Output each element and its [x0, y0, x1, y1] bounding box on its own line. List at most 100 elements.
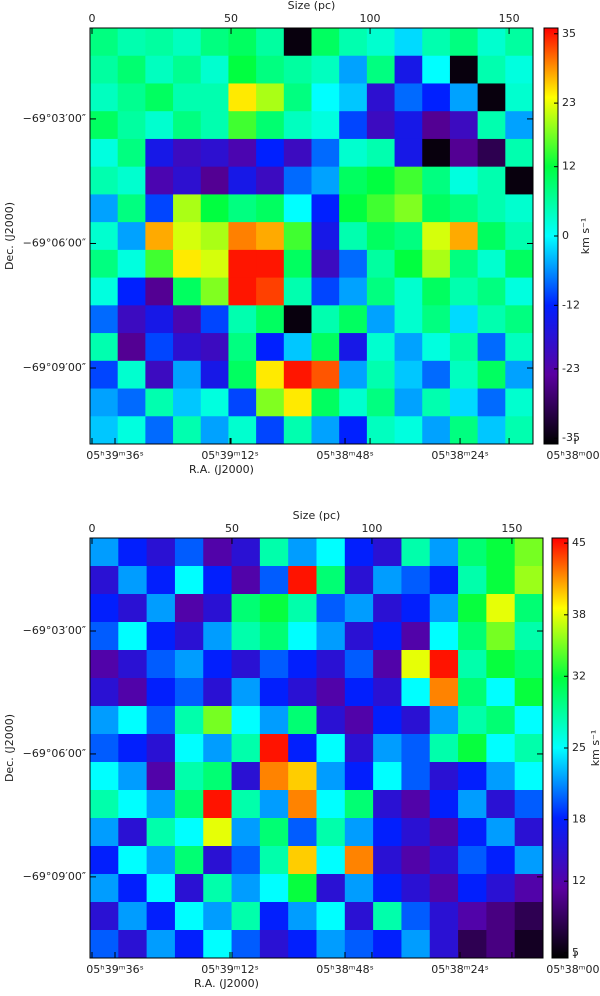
cell	[90, 846, 119, 875]
cell	[429, 678, 459, 707]
cell	[394, 249, 423, 279]
cell	[401, 818, 431, 847]
cell	[146, 566, 176, 595]
cell	[344, 790, 374, 819]
cell	[203, 930, 233, 959]
cell	[373, 734, 402, 763]
cell	[231, 650, 261, 679]
cell	[288, 874, 317, 903]
cell	[283, 360, 312, 390]
cell	[145, 222, 174, 251]
cell	[394, 111, 423, 140]
cell	[259, 622, 289, 651]
cell	[422, 138, 451, 168]
cell	[145, 333, 174, 362]
cell	[173, 28, 202, 57]
cell	[90, 650, 119, 679]
cell	[256, 222, 285, 251]
cell	[477, 333, 506, 362]
cell	[228, 277, 257, 306]
cell	[458, 734, 487, 763]
cell	[203, 566, 233, 595]
cell	[339, 249, 368, 279]
cell	[90, 249, 119, 279]
cell	[259, 678, 289, 707]
cell	[458, 622, 487, 651]
cell	[514, 678, 544, 707]
cell	[486, 874, 516, 903]
cell	[90, 874, 119, 903]
cell	[366, 360, 396, 390]
cell	[259, 566, 289, 595]
cell	[449, 138, 479, 168]
cell	[429, 622, 459, 651]
cell	[429, 594, 459, 623]
cell	[90, 790, 119, 819]
cell	[203, 846, 233, 875]
cell	[174, 706, 204, 735]
x2-axis-title: R.A. (J2000)	[194, 977, 259, 990]
cell	[145, 55, 174, 84]
cell	[458, 762, 487, 791]
cell	[146, 874, 176, 903]
cell	[117, 416, 146, 445]
cell	[514, 930, 544, 959]
cell	[311, 28, 340, 57]
cell	[311, 388, 340, 417]
x2-tick-label: 05ʰ38ᵐ00ˢ	[546, 963, 600, 976]
cell	[477, 138, 506, 168]
cell	[486, 902, 516, 931]
cell	[231, 678, 261, 707]
cell	[228, 333, 257, 362]
cell	[316, 930, 346, 959]
cell	[366, 166, 396, 195]
cell	[118, 734, 148, 763]
cell	[344, 594, 374, 623]
cell	[174, 622, 204, 651]
cell	[145, 416, 174, 445]
cell	[344, 930, 374, 959]
cell	[203, 650, 233, 679]
cell	[316, 790, 346, 819]
cell	[228, 416, 257, 445]
x2-tick-label: 05ʰ39ᵐ12ˢ	[201, 963, 258, 976]
cell	[373, 594, 402, 623]
cell	[288, 650, 317, 679]
cell	[174, 650, 204, 679]
cell	[449, 222, 479, 251]
cell	[429, 706, 459, 735]
cell	[394, 333, 423, 362]
cell	[145, 194, 174, 223]
cell	[117, 166, 146, 195]
cell	[449, 416, 479, 445]
cell	[145, 305, 174, 334]
cell	[477, 166, 506, 195]
cell	[339, 360, 368, 390]
cell	[486, 818, 516, 847]
cell	[505, 249, 534, 279]
cell	[449, 111, 479, 140]
cell	[283, 388, 312, 417]
colorbar-tick-label: 38	[572, 608, 586, 621]
cell	[146, 538, 176, 567]
cell	[514, 594, 544, 623]
cell	[429, 930, 459, 959]
y-axis-title: Dec. (J2000)	[3, 714, 16, 782]
cell	[401, 874, 431, 903]
cell	[401, 538, 431, 567]
cell	[429, 538, 459, 567]
x2-tick-label: 05ʰ38ᵐ48ˢ	[316, 963, 373, 976]
cell	[174, 566, 204, 595]
cell	[486, 594, 516, 623]
cell	[316, 538, 346, 567]
plot-frame	[89, 537, 544, 959]
cell	[203, 790, 233, 819]
cell	[288, 538, 317, 567]
cell	[311, 111, 340, 140]
cell	[117, 360, 146, 390]
cell	[200, 416, 229, 445]
cell	[90, 416, 119, 445]
cell	[228, 138, 257, 168]
cell	[394, 166, 423, 195]
cell	[458, 874, 487, 903]
